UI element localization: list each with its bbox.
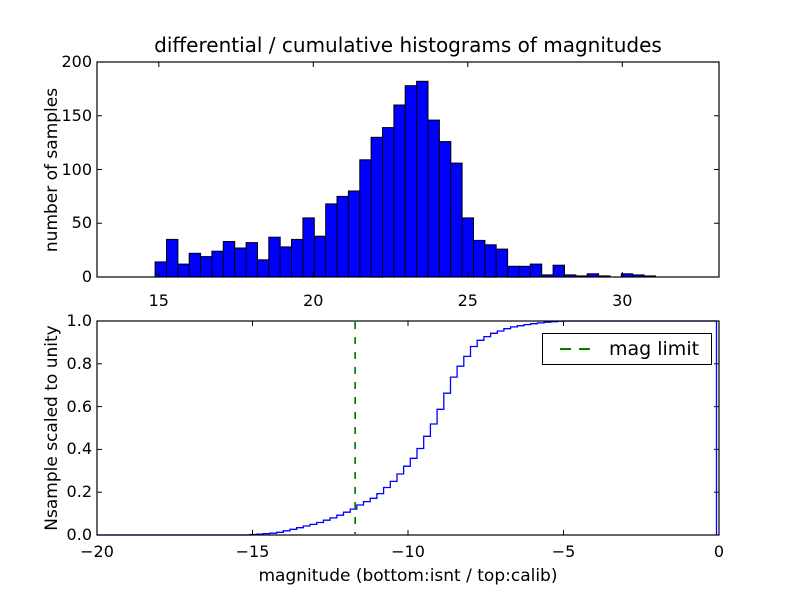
bottom-x-axis-label: magnitude (bottom:isnt / top:calib) (258, 566, 558, 586)
histogram-bar (461, 217, 475, 278)
top-y-tick-label: 100 (61, 159, 92, 179)
top-y-tick-label: 150 (61, 105, 92, 125)
histogram-bar (484, 244, 497, 278)
histogram-bar (313, 235, 327, 278)
histogram-bar (166, 238, 179, 278)
histogram-bar (200, 256, 213, 278)
legend-label: mag limit (609, 338, 700, 360)
legend: mag limit (542, 333, 712, 365)
histogram-bar (382, 127, 395, 278)
chart-title: differential / cumulative histograms of … (154, 33, 662, 57)
histogram-bar (291, 238, 304, 278)
histogram-bar (473, 239, 486, 278)
histogram-bar (222, 241, 236, 278)
histogram-bar (416, 80, 429, 278)
bottom-y-tick-label: 0.6 (66, 396, 92, 416)
histogram-bar (302, 217, 315, 278)
histogram-bar (279, 246, 293, 278)
mag-limit-dashed-line-sample (560, 348, 590, 350)
histogram-bar (188, 252, 202, 278)
histogram-bar (177, 263, 190, 278)
histogram-bar (427, 119, 440, 278)
top-x-tick-label: 25 (457, 291, 478, 310)
top-y-axis-label: number of samples (42, 87, 62, 253)
histogram-bar (211, 250, 224, 278)
histogram-bar (268, 236, 281, 278)
histogram-bar (507, 265, 520, 278)
histogram-bar (495, 248, 509, 278)
histogram-bar (370, 136, 384, 278)
bottom-x-tick-label: −5 (551, 542, 576, 561)
bottom-x-tick-label: 0 (713, 542, 725, 561)
bottom-y-tick-label: 0.8 (66, 353, 92, 373)
bottom-y-tick-label: 0.2 (66, 482, 92, 502)
histogram-bar (234, 247, 247, 278)
top-y-tick-label: 50 (71, 213, 92, 233)
bottom-x-tick-label: −20 (80, 542, 114, 561)
histogram-bar (359, 159, 372, 278)
histogram-bar (347, 190, 361, 278)
top-x-tick-label: 20 (303, 291, 324, 310)
bottom-y-tick-label: 0.0 (66, 525, 92, 544)
bottom-x-tick-label: −15 (235, 542, 270, 561)
histogram-bar (336, 195, 349, 278)
histogram-bar (450, 162, 463, 278)
histogram-bar (438, 141, 452, 278)
bottom-y-tick-label: 1.0 (66, 311, 92, 330)
histogram-bar (325, 203, 338, 278)
histogram-bar (154, 261, 168, 278)
bottom-y-axis-label: Nsample scaled to unity (42, 325, 62, 531)
histogram-bar (393, 104, 406, 278)
bottom-x-tick-label: −10 (391, 542, 425, 561)
histogram-bar (245, 242, 259, 278)
histogram-bar (518, 265, 531, 278)
top-x-tick-label: 30 (612, 291, 633, 310)
histogram-bar (404, 85, 418, 278)
top-y-tick-label: 200 (61, 52, 92, 71)
histogram-bar (529, 263, 543, 278)
bottom-y-tick-label: 0.4 (66, 439, 92, 459)
histogram-bar (552, 264, 565, 278)
top-y-tick-label: 0 (81, 267, 92, 286)
top-x-tick-label: 15 (148, 291, 169, 310)
histogram-bar (256, 259, 270, 278)
